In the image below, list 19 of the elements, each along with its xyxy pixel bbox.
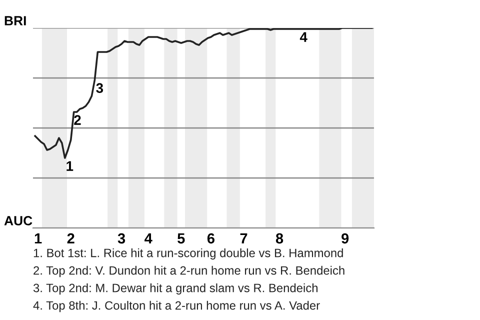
text: 3. Top 2nd: M. Dewar hit a grand slam vs R. Bendeich	[33, 283, 318, 295]
text: 4. Top 8th: J. Coulton hit a 2-run home run vs A. Vader	[33, 300, 320, 312]
annotation: 4	[300, 32, 308, 42]
x-tick-label: 8	[276, 233, 284, 244]
text: BRI	[4, 16, 26, 26]
x-tick-label: 7	[240, 233, 248, 244]
annotation: 3	[96, 83, 104, 93]
x-tick-label: 5	[178, 233, 185, 244]
annotation: 2	[74, 115, 81, 125]
x-tick-label: 2	[67, 233, 74, 244]
x-tick-label: 1	[34, 233, 42, 244]
text: AUC	[4, 216, 32, 226]
x-tick-label: 4	[144, 233, 152, 244]
text: 2. Top 2nd: V. Dundon hit a 2-run home run vs R. Bendeich	[34, 266, 344, 278]
x-tick-label: 6	[207, 233, 214, 244]
x-tick-label: 9	[342, 233, 349, 244]
text: 1. Bot 1st: L. Rice hit a run-scoring double vs B. Hammond	[34, 248, 343, 260]
x-tick-label: 3	[118, 233, 126, 244]
annotation: 1	[66, 161, 74, 171]
